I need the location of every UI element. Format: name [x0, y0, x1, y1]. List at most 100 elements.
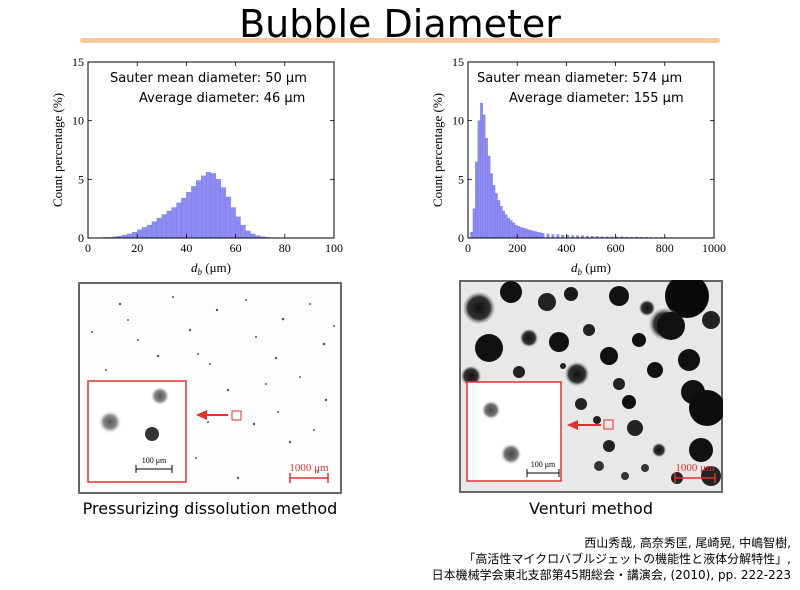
- y-tick-label: 15: [452, 55, 464, 69]
- ticks-group: 0 200 400 600 800 1000 0 5 10 15: [452, 55, 726, 255]
- histogram-bar: [509, 220, 513, 239]
- zoom-region-marker: [231, 410, 242, 421]
- histogram-bar: [137, 229, 143, 239]
- dense-bubbles: [461, 280, 723, 486]
- x-tick-label: 60: [230, 241, 242, 255]
- histogram-bar: [507, 217, 510, 239]
- histogram-bar: [480, 102, 483, 239]
- y-axis-label: Count percentage (%): [430, 93, 445, 207]
- histogram-bar: [196, 180, 202, 239]
- histogram-bar: [524, 228, 528, 239]
- histogram-bar: [534, 231, 538, 239]
- histogram-bar: [541, 233, 545, 239]
- histogram-bar: [536, 231, 540, 239]
- histogram-bar: [161, 214, 167, 239]
- caption-pressurizing: Pressurizing dissolution method: [82, 499, 338, 518]
- histogram-bar: [539, 232, 542, 239]
- histogram-bar: [482, 114, 486, 239]
- histogram-bar: [215, 179, 221, 239]
- x-tick-label: 800: [656, 241, 674, 255]
- histogram-bar: [186, 192, 192, 239]
- histogram-bar: [250, 233, 256, 239]
- x-tick-label: 1000: [702, 241, 726, 255]
- zoom-arrowhead: [196, 410, 207, 420]
- histogram-bar: [230, 207, 236, 239]
- histogram-bar: [205, 172, 212, 239]
- histogram-bar: [245, 230, 251, 239]
- histogram-bar: [502, 210, 506, 239]
- histogram-bar: [141, 227, 148, 239]
- histogram-bar: [485, 138, 488, 239]
- annotation-line-2: Average diameter: 155 μm: [509, 91, 684, 106]
- histogram-bar: [477, 120, 481, 239]
- y-tick-label: 10: [452, 114, 464, 128]
- histogram-bar: [492, 185, 496, 239]
- bars-group: [102, 172, 276, 239]
- histogram-bar: [556, 234, 560, 239]
- histogram-bar: [519, 227, 523, 239]
- histogram-bar: [225, 196, 231, 239]
- annotation-line-1: Sauter mean diameter: 50 μm: [110, 71, 307, 86]
- y-tick-label: 5: [458, 172, 464, 186]
- x-tick-label: 0: [465, 241, 471, 255]
- histogram-bar: [487, 155, 491, 239]
- y-tick-label: 10: [72, 114, 84, 128]
- histogram-bar: [475, 161, 478, 239]
- x-tick-label: 200: [508, 241, 526, 255]
- histogram-pressurizing: 0 20 40 60 80 100 0 5 10 15 Sauter mean diameter:…: [50, 55, 343, 277]
- citation-authors: 西山秀哉, 高奈秀匡, 尾崎晃, 中嶋智樹,: [584, 536, 791, 550]
- y-tick-label: 15: [72, 55, 84, 69]
- inset-scale-label: 100 μm: [531, 460, 556, 469]
- histogram-bar: [181, 197, 187, 239]
- histogram-bar: [210, 173, 217, 239]
- citation-venue: 日本機械学会東北支部第45期総会・講演会, (2010), pp. 222-22…: [431, 568, 791, 582]
- image-scale-label: 1000 μm: [289, 462, 329, 474]
- annotation-line-1: Sauter mean diameter: 574 μm: [477, 71, 682, 86]
- plot-frame: [467, 61, 715, 239]
- citation-title: 「高活性マイクロバブルジェットの機能性と液体分解特性」,: [463, 552, 791, 566]
- histogram-bar: [546, 233, 550, 239]
- histogram-bar: [470, 231, 474, 239]
- zoom-arrowhead: [567, 420, 578, 430]
- histogram-bar: [235, 216, 241, 239]
- x-tick-label: 20: [131, 241, 143, 255]
- y-tick-label: 0: [458, 231, 464, 245]
- image-scale-label: 1000 μm: [675, 462, 715, 474]
- histogram-bar: [551, 234, 555, 239]
- inset-bubble: [481, 400, 501, 420]
- histogram-bar: [529, 230, 533, 239]
- x-axis-label: db (μm): [571, 260, 611, 277]
- histogram-bar: [127, 233, 133, 239]
- histogram-bar: [494, 193, 498, 239]
- histogram-bar: [489, 173, 493, 239]
- histogram-bar: [512, 222, 515, 239]
- inset-scale-label: 100 μm: [142, 456, 167, 465]
- histogram-bar: [240, 224, 246, 239]
- bars-group: [470, 102, 693, 239]
- histogram-bar: [472, 208, 476, 239]
- histogram-bar: [497, 200, 501, 239]
- histogram-bar: [166, 210, 172, 239]
- x-tick-label: 80: [279, 241, 291, 255]
- inset-bubble: [500, 443, 522, 465]
- histogram-bar: [220, 187, 226, 239]
- ticks-group: 0 20 40 60 80 100 0 5 10 15: [72, 55, 343, 255]
- histogram-bar: [132, 231, 138, 239]
- citation: 西山秀哉, 高奈秀匡, 尾崎晃, 中嶋智樹, 「高活性マイクロバブルジェットの機…: [432, 535, 791, 583]
- inset-bubble: [145, 427, 159, 441]
- annotation-line-2: Average diameter: 46 μm: [139, 91, 305, 106]
- x-tick-label: 400: [557, 241, 575, 255]
- x-tick-label: 40: [180, 241, 192, 255]
- caption-venturi: Venturi method: [529, 499, 653, 518]
- sparse-bubbles: [91, 296, 335, 480]
- y-axis-label: Count percentage (%): [50, 93, 65, 207]
- histogram-bar: [151, 221, 158, 239]
- plot-frame: [87, 61, 335, 239]
- micrograph-pressurizing: 100 μm 1000 μm: [78, 282, 342, 494]
- x-tick-label: 100: [325, 241, 343, 255]
- x-tick-label: 0: [85, 241, 91, 255]
- histogram-bar: [531, 230, 535, 239]
- histogram-bar: [526, 229, 530, 239]
- histogram-bar: [191, 186, 197, 239]
- micrograph-venturi: 100 μm 1000 μm: [459, 280, 723, 493]
